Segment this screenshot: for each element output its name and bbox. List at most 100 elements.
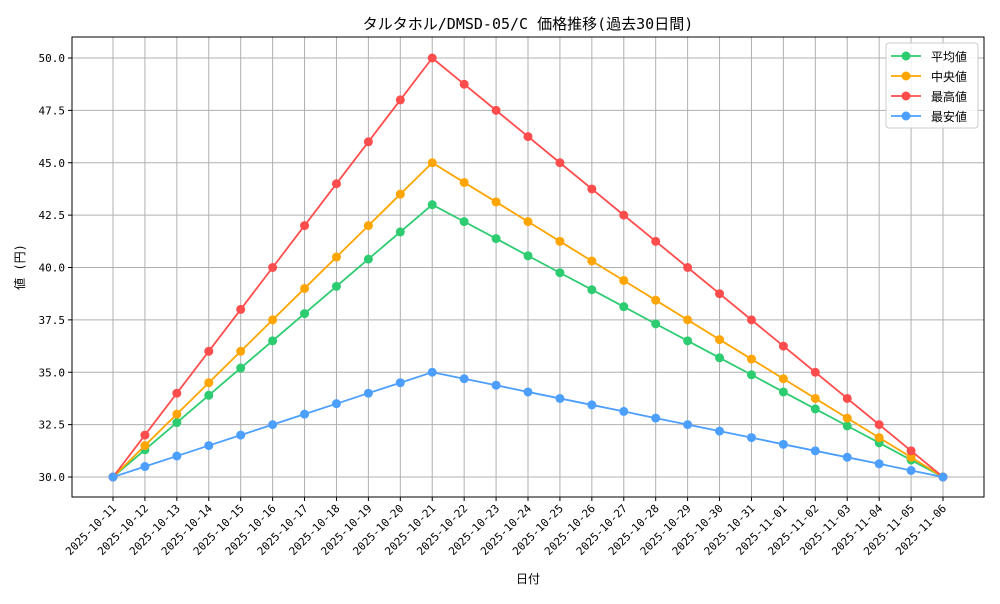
data-point	[172, 451, 182, 461]
data-point	[651, 236, 661, 246]
data-point	[842, 421, 852, 431]
data-point	[395, 378, 405, 388]
data-point	[491, 197, 501, 207]
data-point	[906, 466, 916, 476]
legend-marker	[901, 71, 911, 81]
data-point	[268, 263, 278, 272]
legend-label: 最高値	[931, 89, 967, 104]
data-point	[523, 251, 533, 261]
data-point	[331, 252, 341, 262]
data-point	[842, 413, 852, 423]
legend-marker	[901, 91, 911, 101]
data-point	[331, 281, 341, 291]
data-point	[810, 393, 820, 403]
y-tick-label: 32.5	[39, 419, 66, 432]
data-point	[651, 413, 661, 423]
data-point	[363, 254, 373, 264]
data-point	[778, 387, 788, 397]
data-point	[140, 430, 150, 440]
y-tick-label: 47.5	[39, 104, 66, 117]
data-point	[236, 363, 246, 373]
legend-item: 最安値	[891, 109, 967, 124]
data-point	[715, 335, 725, 345]
legend-box	[885, 42, 979, 129]
data-point	[619, 406, 629, 416]
series-2	[108, 53, 948, 482]
data-point	[587, 256, 597, 266]
grid	[72, 37, 984, 497]
data-point	[268, 336, 278, 346]
data-point	[523, 132, 533, 142]
data-point	[746, 354, 756, 364]
data-point	[236, 430, 246, 440]
x-axis-label: 日付	[516, 572, 540, 586]
data-point	[587, 285, 597, 295]
data-point	[395, 189, 405, 199]
data-point	[268, 420, 278, 430]
x-axis-ticks: 2025-10-112025-10-122025-10-132025-10-14…	[63, 497, 949, 558]
y-tick-label: 42.5	[39, 209, 66, 222]
data-point	[300, 309, 310, 319]
data-point	[204, 346, 214, 356]
data-point	[331, 179, 341, 189]
data-point	[523, 387, 533, 397]
y-tick-label: 30.0	[39, 471, 66, 484]
data-point	[555, 268, 565, 278]
data-point	[427, 53, 437, 63]
data-point	[778, 374, 788, 384]
data-point	[491, 234, 501, 244]
series-3	[108, 367, 948, 482]
data-point	[778, 341, 788, 351]
data-point	[140, 441, 150, 451]
data-point	[172, 418, 182, 428]
y-tick-label: 40.0	[39, 262, 66, 275]
data-point	[363, 221, 373, 231]
y-tick-label: 35.0	[39, 366, 66, 379]
y-tick-label: 50.0	[39, 52, 66, 65]
data-point	[906, 452, 916, 462]
data-point	[715, 426, 725, 436]
data-point	[715, 353, 725, 363]
data-point	[746, 315, 756, 325]
legend-label: 最安値	[931, 109, 967, 124]
data-point	[172, 388, 182, 398]
y-axis-ticks: 30.0 32.5 35.0 37.5 40.0 42.5 45.0 47.5 50.0	[39, 52, 72, 484]
data-point	[555, 158, 565, 168]
data-point	[619, 302, 629, 312]
data-point	[300, 221, 310, 231]
data-point	[746, 370, 756, 380]
data-point	[938, 472, 948, 482]
series-group	[108, 53, 948, 482]
data-point	[395, 95, 405, 105]
data-point	[555, 236, 565, 246]
data-point	[810, 446, 820, 456]
data-point	[746, 433, 756, 443]
data-point	[300, 283, 310, 293]
y-axis-label: 値 (円)	[12, 244, 27, 290]
data-point	[172, 409, 182, 419]
data-point	[140, 462, 150, 472]
data-point	[778, 439, 788, 449]
data-point	[842, 452, 852, 462]
data-point	[619, 210, 629, 220]
data-point	[619, 275, 629, 285]
data-point	[395, 227, 405, 237]
legend-item: 中央値	[891, 69, 967, 84]
data-point	[715, 289, 725, 299]
data-point	[459, 217, 469, 227]
data-point	[236, 346, 246, 356]
chart-title: タルタホル/DMSD-05/C 価格推移(過去30日間)	[363, 15, 693, 33]
data-point	[204, 378, 214, 388]
data-point	[459, 177, 469, 187]
series-1	[108, 158, 948, 482]
data-point	[842, 393, 852, 403]
legend-label: 平均値	[931, 49, 967, 64]
legend-marker	[901, 111, 911, 121]
legend-marker	[901, 51, 911, 61]
data-point	[906, 446, 916, 456]
data-point	[108, 472, 118, 482]
data-point	[683, 336, 693, 346]
data-point	[459, 79, 469, 89]
